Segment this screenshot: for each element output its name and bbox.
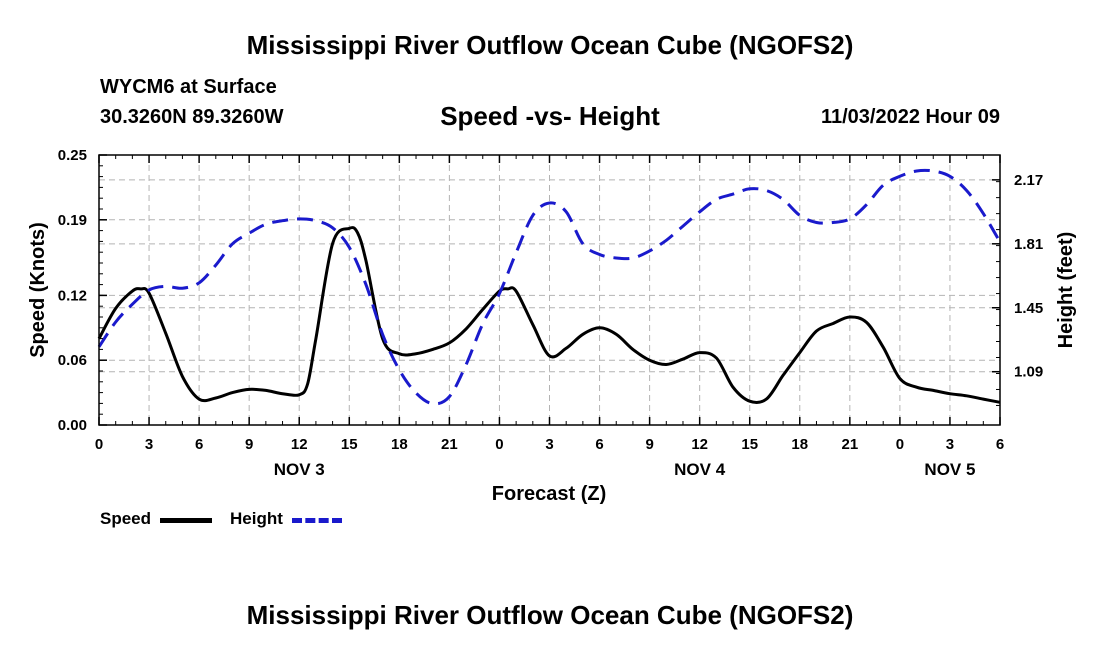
y-tick-label: 0.25 — [58, 147, 87, 164]
x-tick-label: 3 — [145, 436, 153, 453]
x-tick-label: 15 — [741, 436, 758, 453]
x-tick-label: 0 — [495, 436, 503, 453]
x-tick-label: 18 — [791, 436, 808, 453]
x-tick-label: 21 — [841, 436, 858, 453]
date-label: NOV 4 — [674, 460, 726, 479]
axes-layer — [98, 154, 1001, 426]
grid-layer — [99, 155, 1000, 425]
x-tick-label: 15 — [341, 436, 358, 453]
y2-tick-label: 2.17 — [1014, 172, 1043, 189]
series-line-height — [97, 168, 1002, 406]
x-tick-label: 12 — [291, 436, 308, 453]
date-label: NOV 3 — [274, 460, 325, 479]
main-title: Mississippi River Outflow Ocean Cube (NG… — [246, 30, 854, 60]
x-axis-label: Forecast (Z) — [492, 483, 606, 505]
y-tick-label: 0.06 — [58, 352, 87, 369]
x-tick-label: 3 — [946, 436, 954, 453]
forecast-timestamp: 11/03/2022 Hour 09 — [820, 106, 1000, 128]
y-tick-label: 0.12 — [58, 287, 87, 304]
x-tick-label: 0 — [896, 436, 904, 453]
y2-tick-label: 1.81 — [1014, 236, 1043, 253]
x-tick-label: 6 — [996, 436, 1004, 453]
legend-speed-label: Speed — [100, 509, 152, 528]
date-label: NOV 5 — [924, 460, 975, 479]
chart-subtitle: Speed -vs- Height — [440, 101, 660, 131]
x-tick-label: 6 — [595, 436, 603, 453]
y-tick-label: 0.00 — [58, 417, 87, 434]
x-tick-label: 9 — [245, 436, 253, 453]
legend-speed-swatch — [160, 518, 212, 523]
x-tick-label: 0 — [95, 436, 103, 453]
station-label: WYCM6 at Surface — [100, 76, 277, 98]
labels-layer: 0 3 6 9 12 15 18 21 0 3 6 9 12 15 18 21 0 3 6 NOV 3 NOV 4 NOV… — [58, 147, 1043, 479]
y2-axis-label: Height (feet) — [1055, 232, 1077, 349]
y2-tick-label: 1.09 — [1014, 364, 1043, 381]
y2-tick-label: 1.45 — [1014, 300, 1043, 317]
x-tick-label: 6 — [195, 436, 203, 453]
x-tick-label: 21 — [441, 436, 458, 453]
series-line-speed — [97, 226, 1001, 405]
x-tick-label: 12 — [691, 436, 708, 453]
y-axis-label: Speed (Knots) — [27, 222, 49, 358]
y-tick-label: 0.19 — [58, 212, 87, 229]
legend-height-swatch — [292, 518, 342, 523]
legend-height-label: Height — [230, 509, 283, 528]
series-layer — [97, 168, 1002, 406]
x-tick-label: 3 — [545, 436, 553, 453]
footer-title: Mississippi River Outflow Ocean Cube (NG… — [246, 600, 854, 630]
x-tick-label: 9 — [645, 436, 653, 453]
coordinates-label: 30.3260N 89.3260W — [100, 106, 284, 128]
x-tick-label: 18 — [391, 436, 408, 453]
